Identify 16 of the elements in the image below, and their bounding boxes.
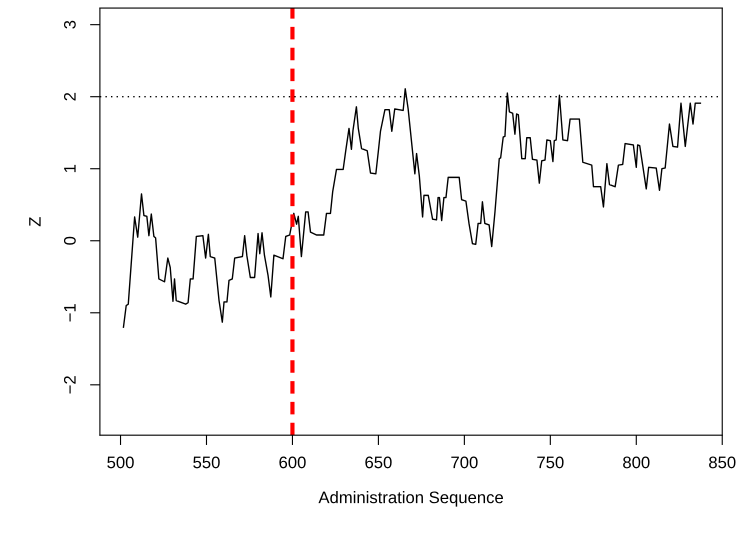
y-axis-title: Z: [29, 217, 41, 226]
x-tick-label: 550: [193, 456, 220, 468]
x-tick-label: 850: [709, 456, 736, 468]
x-tick-label: 600: [279, 456, 306, 468]
y-tick-label: −1: [64, 304, 76, 322]
y-tick-label: 0: [64, 236, 76, 245]
y-tick-label: 2: [64, 92, 76, 100]
y-tick-label: 3: [64, 20, 76, 29]
y-tick-label: −2: [64, 376, 76, 394]
x-tick-label: 700: [451, 456, 478, 468]
x-axis-title: Administration Sequence: [318, 491, 503, 507]
x-tick-label: 500: [107, 456, 134, 468]
x-tick-label: 650: [365, 456, 392, 468]
y-tick-label: 1: [64, 164, 76, 172]
x-tick-label: 800: [623, 456, 650, 468]
x-tick-label: 750: [537, 456, 564, 468]
